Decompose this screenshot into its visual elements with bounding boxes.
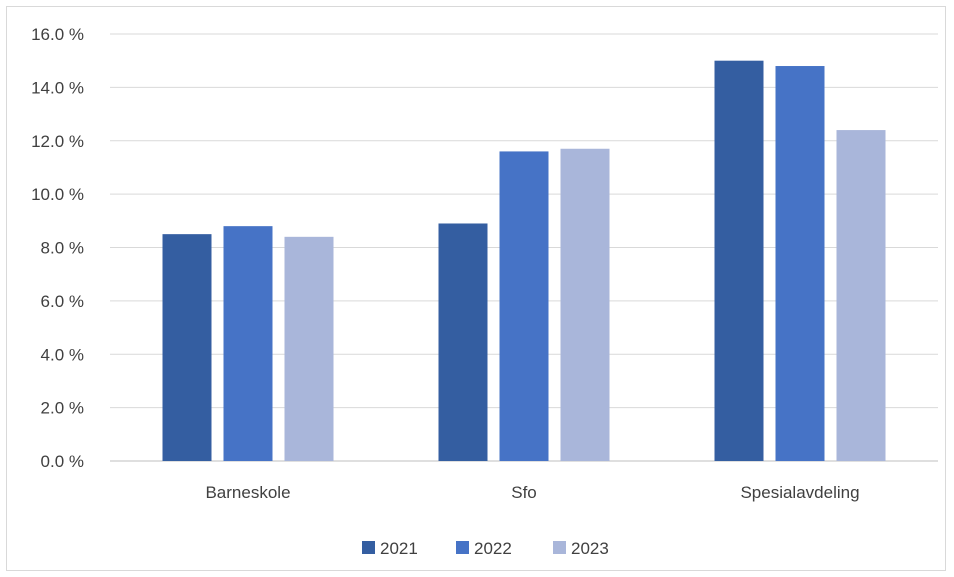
y-tick-label: 8.0 %: [41, 239, 84, 258]
y-tick-label: 2.0 %: [41, 399, 84, 418]
legend-swatch-2023: [553, 541, 566, 554]
bar-2021-barneskole: [162, 234, 212, 461]
y-tick-label: 0.0 %: [41, 452, 84, 471]
category-label: Spesialavdeling: [740, 483, 859, 502]
bar-2023-spesialavdeling: [836, 130, 886, 461]
bar-2023-barneskole: [284, 236, 334, 461]
legend-label: 2021: [380, 539, 418, 558]
category-label: Barneskole: [205, 483, 290, 502]
bar-2023-sfo: [560, 148, 610, 461]
legend-label: 2023: [571, 539, 609, 558]
y-tick-label: 14.0 %: [31, 78, 84, 97]
legend-swatch-2021: [362, 541, 375, 554]
y-tick-label: 6.0 %: [41, 292, 84, 311]
bar-2021-sfo: [438, 223, 488, 461]
y-tick-label: 12.0 %: [31, 132, 84, 151]
bar-2022-sfo: [499, 151, 549, 462]
legend-swatch-2022: [456, 541, 469, 554]
y-tick-label: 4.0 %: [41, 345, 84, 364]
y-tick-label: 16.0 %: [31, 25, 84, 44]
y-tick-label: 10.0 %: [31, 185, 84, 204]
bar-2021-spesialavdeling: [714, 60, 764, 461]
bar-2022-spesialavdeling: [775, 66, 825, 462]
bar-2022-barneskole: [223, 226, 273, 461]
legend-label: 2022: [474, 539, 512, 558]
category-label: Sfo: [511, 483, 537, 502]
